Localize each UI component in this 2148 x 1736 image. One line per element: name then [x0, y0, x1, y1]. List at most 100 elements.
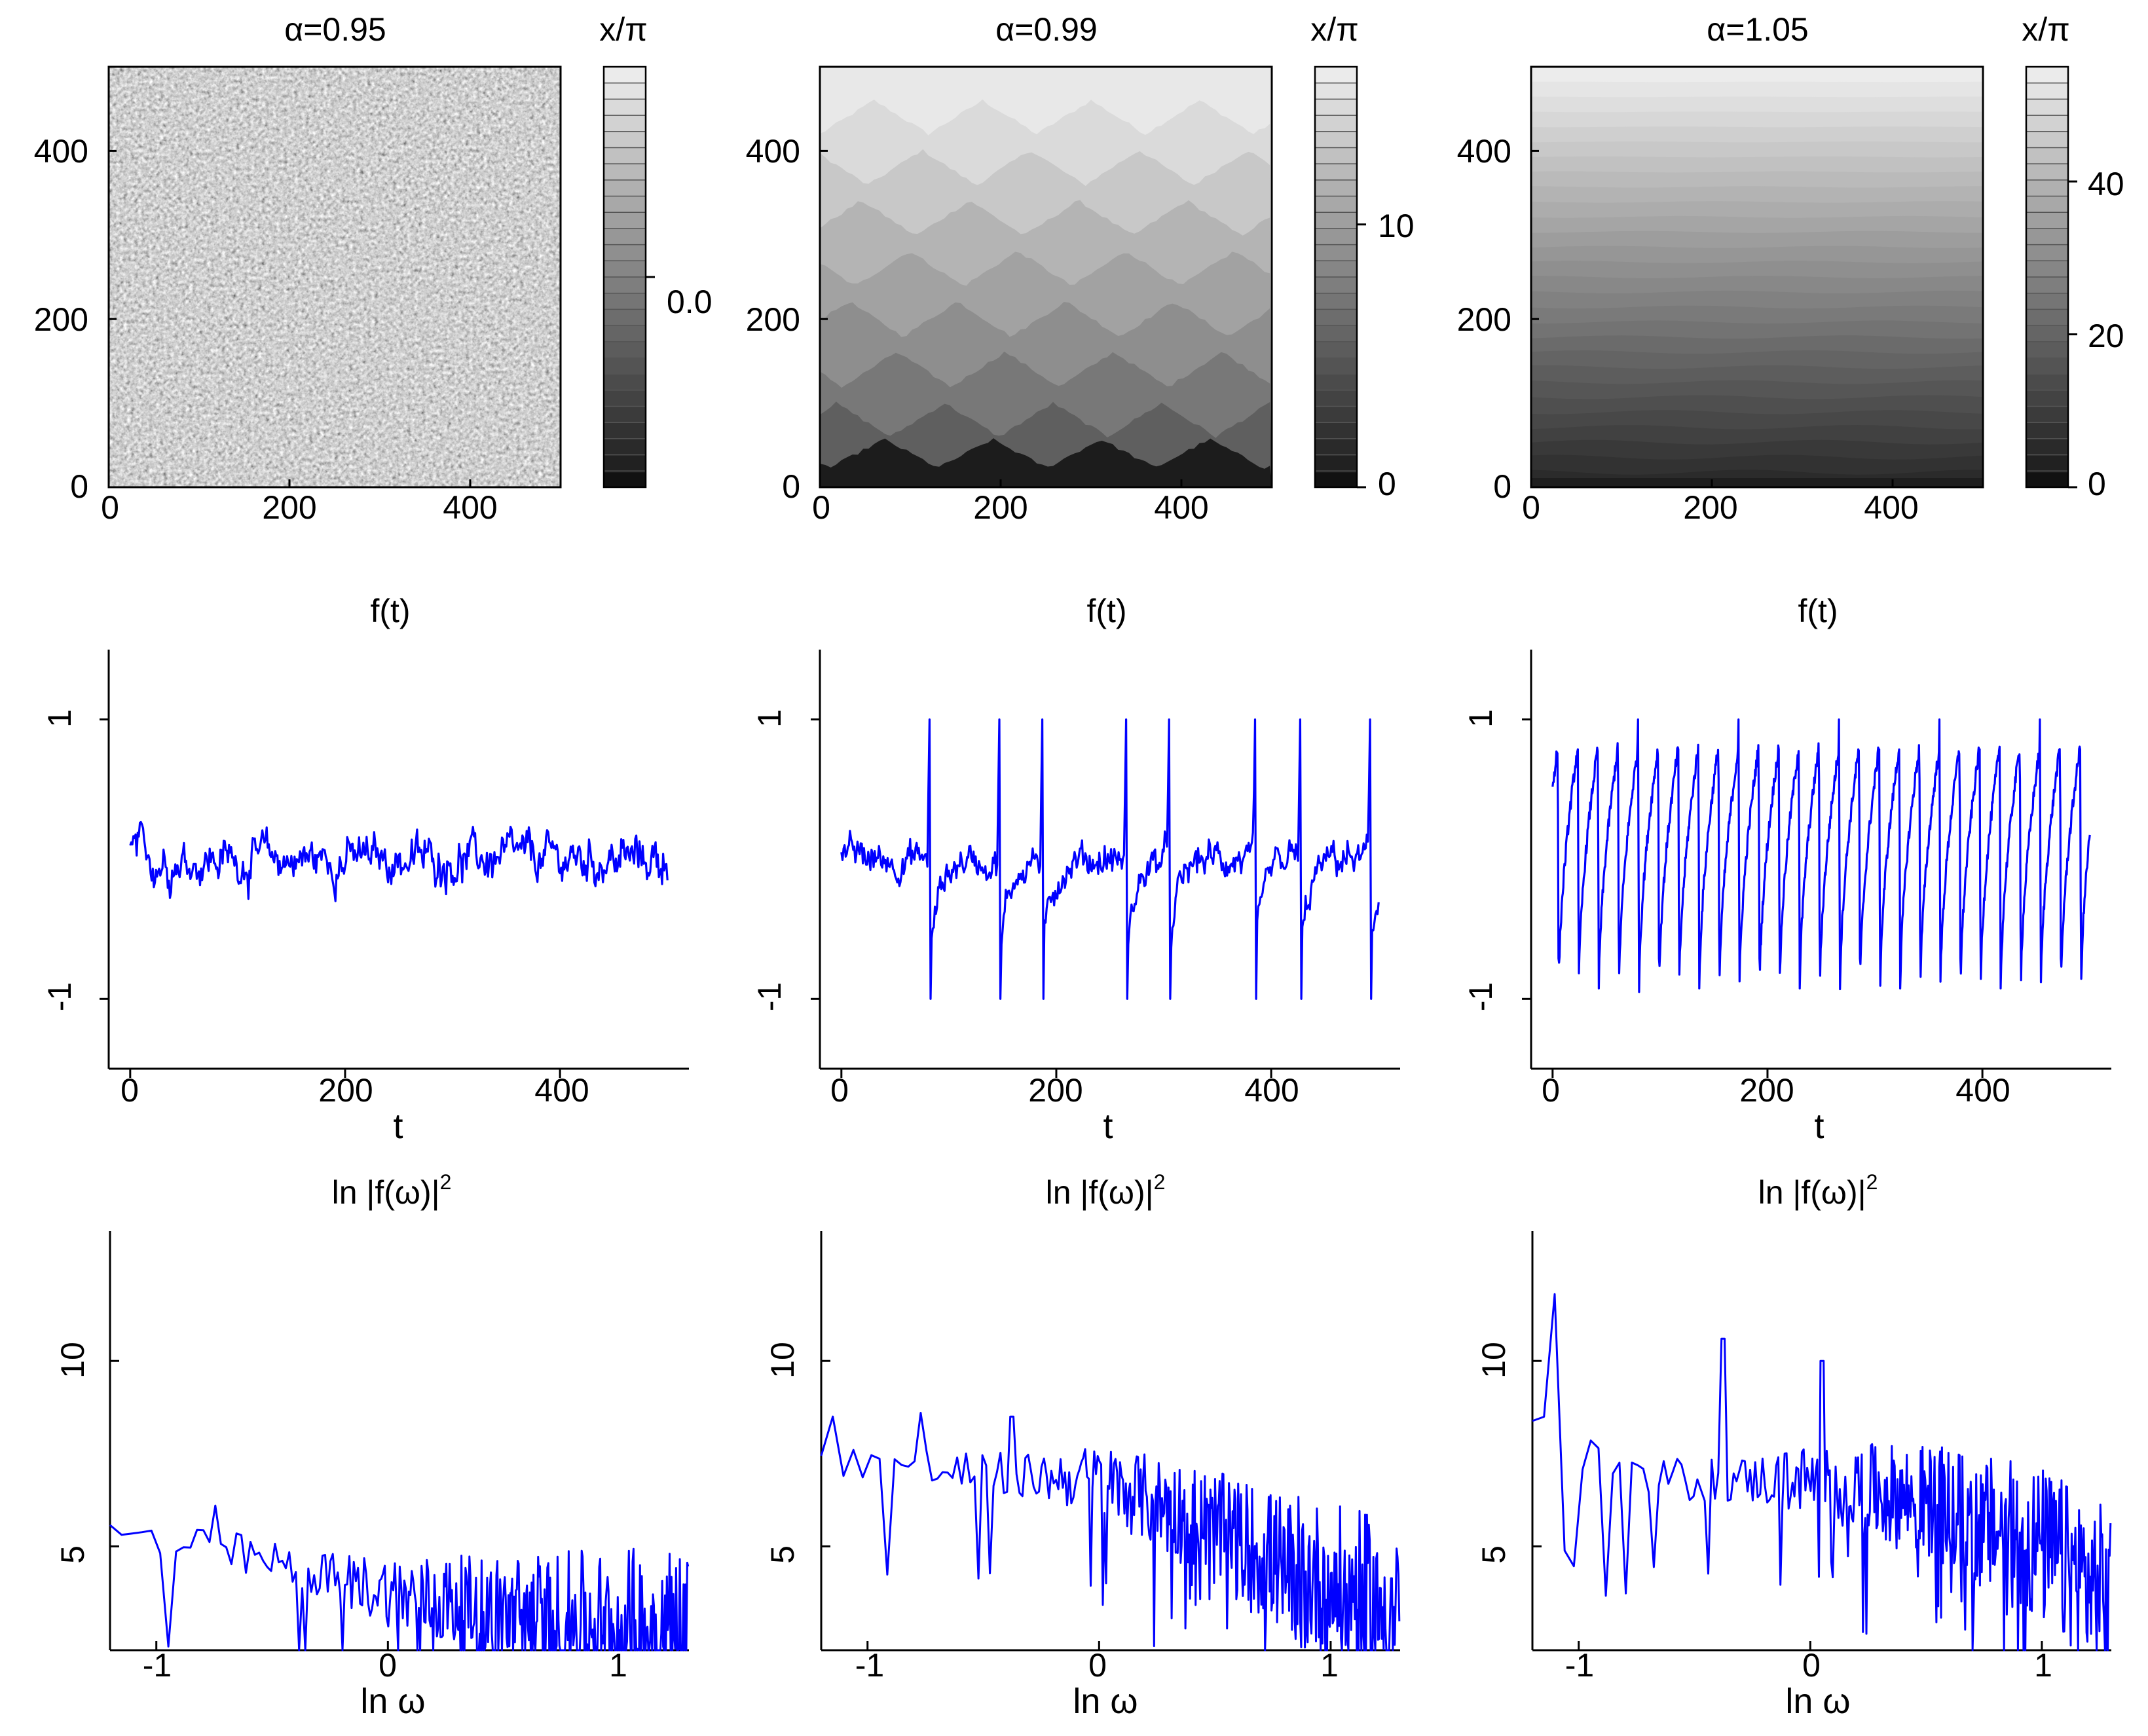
- noise-field: [109, 67, 561, 487]
- y-tick-label: 400: [746, 133, 800, 170]
- colorbar-segment: [1315, 147, 1357, 164]
- spectrum-title-superscript: 2: [1866, 1170, 1878, 1194]
- x-tick-label: 0: [1802, 1647, 1821, 1684]
- colorbar-segment: [1315, 179, 1357, 197]
- colorbar-tick-label: 0.0: [667, 284, 713, 320]
- spectrum-panel-2: ln |f(ω)|2 -1 0 1 ln ω 5 10: [764, 1170, 1401, 1721]
- x-axis-label: ln ω: [360, 1682, 425, 1721]
- y-tick-label: 200: [1457, 301, 1511, 338]
- terrace-band: [820, 438, 1272, 487]
- x-tick-label: 0: [1088, 1647, 1107, 1684]
- colorbar-segment: [2026, 438, 2068, 456]
- spectrum-title-text: ln |f(ω)|: [332, 1174, 440, 1211]
- colorbar-segment: [2026, 244, 2068, 261]
- colorbar-label: x/π: [2022, 11, 2069, 48]
- y-tick-label: 200: [34, 301, 88, 338]
- colorbar-segment: [604, 228, 646, 246]
- colorbar-segment: [2026, 325, 2068, 342]
- panel-title: ln |f(ω)|2: [1046, 1170, 1166, 1211]
- colorbar-segment: [2026, 196, 2068, 213]
- plot-frame: [1530, 65, 1984, 489]
- y-tick-label: 5: [54, 1545, 91, 1564]
- plot-frame: [107, 65, 562, 489]
- colorbar: [1314, 65, 1366, 489]
- x-axis-label: ln ω: [1073, 1682, 1138, 1721]
- colorbar-segment: [1315, 293, 1357, 310]
- spectrum-plot: [1531, 1231, 2112, 1652]
- colorbar-tick-label: 40: [2088, 166, 2124, 202]
- spectrum-series: [1532, 1293, 2112, 1652]
- y-tick-label: 5: [764, 1545, 801, 1564]
- y-tick-label: -1: [1462, 982, 1499, 1011]
- colorbar-segment: [1315, 115, 1357, 132]
- colorbar-segment: [2026, 422, 2068, 439]
- x-tick-label: 200: [1683, 489, 1737, 526]
- colorbar-segment: [2026, 454, 2068, 471]
- colorbar-segment: [1315, 438, 1357, 456]
- y-tick-label: 400: [34, 133, 88, 170]
- panel-title: ln |f(ω)|2: [332, 1170, 452, 1211]
- y-tick-label: 1: [1462, 709, 1499, 728]
- y-tick-label: 0: [782, 468, 800, 505]
- colorbar-segment: [2026, 390, 2068, 407]
- colorbar-segment: [1315, 422, 1357, 439]
- x-tick-label: 0: [120, 1072, 139, 1109]
- colorbar-segment: [2026, 228, 2068, 246]
- x-tick-label: 200: [318, 1072, 373, 1109]
- colorbar-segment: [604, 131, 646, 148]
- panel-title: f(t): [1086, 593, 1126, 629]
- y-tick-label: 10: [54, 1342, 91, 1378]
- panel-title: f(t): [370, 593, 410, 629]
- x-tick-label: 0: [830, 1072, 849, 1109]
- colorbar-segment: [1315, 261, 1357, 278]
- colorbar-segment: [1315, 228, 1357, 246]
- spectrum-title-text: ln |f(ω)|: [1046, 1174, 1154, 1211]
- spectrum-title-superscript: 2: [1154, 1170, 1166, 1194]
- colorbar-segment: [1315, 341, 1357, 358]
- y-tick-label: 400: [1457, 133, 1511, 170]
- colorbar-segment: [604, 179, 646, 197]
- colorbar-segment: [604, 358, 646, 375]
- heatmap-plot-area: [107, 65, 562, 489]
- colorbar-segment: [1315, 196, 1357, 213]
- colorbar-segment: [604, 390, 646, 407]
- time-series-panel-1: f(t) 0 200 400 t -1 1: [41, 593, 689, 1146]
- contour-band: [1531, 478, 1983, 487]
- spectrum-panel-1: ln |f(ω)|2 -1 0 1 ln ω 5 10: [54, 1170, 690, 1721]
- colorbar-segment: [2026, 293, 2068, 310]
- colorbar-segment: [604, 147, 646, 164]
- colorbar-segment: [1315, 325, 1357, 342]
- colorbar-segment: [604, 99, 646, 116]
- colorbar-segment: [1315, 309, 1357, 326]
- colorbar-segment: [604, 374, 646, 391]
- panel-title: f(t): [1798, 593, 1838, 629]
- colorbar: [602, 65, 655, 489]
- spectrum-title-text: ln |f(ω)|: [1758, 1174, 1866, 1211]
- colorbar-segment: [1315, 454, 1357, 471]
- colorbar-segment: [1315, 390, 1357, 407]
- colorbar-segment: [2026, 115, 2068, 132]
- spectrum-panel-3: ln |f(ω)|2 -1 0 1 ln ω 5 10: [1475, 1170, 2112, 1721]
- colorbar-segment: [604, 244, 646, 261]
- colorbar-segment: [2026, 179, 2068, 197]
- colorbar-segment: [1315, 131, 1357, 148]
- colorbar-segment: [604, 164, 646, 181]
- colorbar-tick-label: 0: [2088, 466, 2106, 502]
- colorbar-segment: [604, 422, 646, 439]
- x-axis-label: ln ω: [1785, 1682, 1850, 1721]
- y-tick-label: 10: [1475, 1342, 1512, 1378]
- heatmap-panel-1: α=0.95 x/π 0 200 400 0 200 400 0.0: [34, 11, 713, 526]
- colorbar-segment: [604, 196, 646, 213]
- x-tick-label: 200: [1028, 1072, 1083, 1109]
- colorbar-segment: [2026, 131, 2068, 148]
- colorbar-segment: [1315, 358, 1357, 375]
- time-series-panel-3: f(t) 0 200 400 t -1 1: [1462, 593, 2111, 1146]
- colorbar-segment: [604, 67, 646, 84]
- panel-title: α=1.05: [1707, 11, 1808, 48]
- colorbar-segment: [2026, 147, 2068, 164]
- x-tick-label: 0: [812, 489, 830, 526]
- colorbar-segment: [2026, 406, 2068, 423]
- heatmap-panel-2: α=0.99 x/π 0 200 400 0 200 400 0 10: [746, 11, 1415, 526]
- x-tick-label: -1: [1565, 1647, 1594, 1684]
